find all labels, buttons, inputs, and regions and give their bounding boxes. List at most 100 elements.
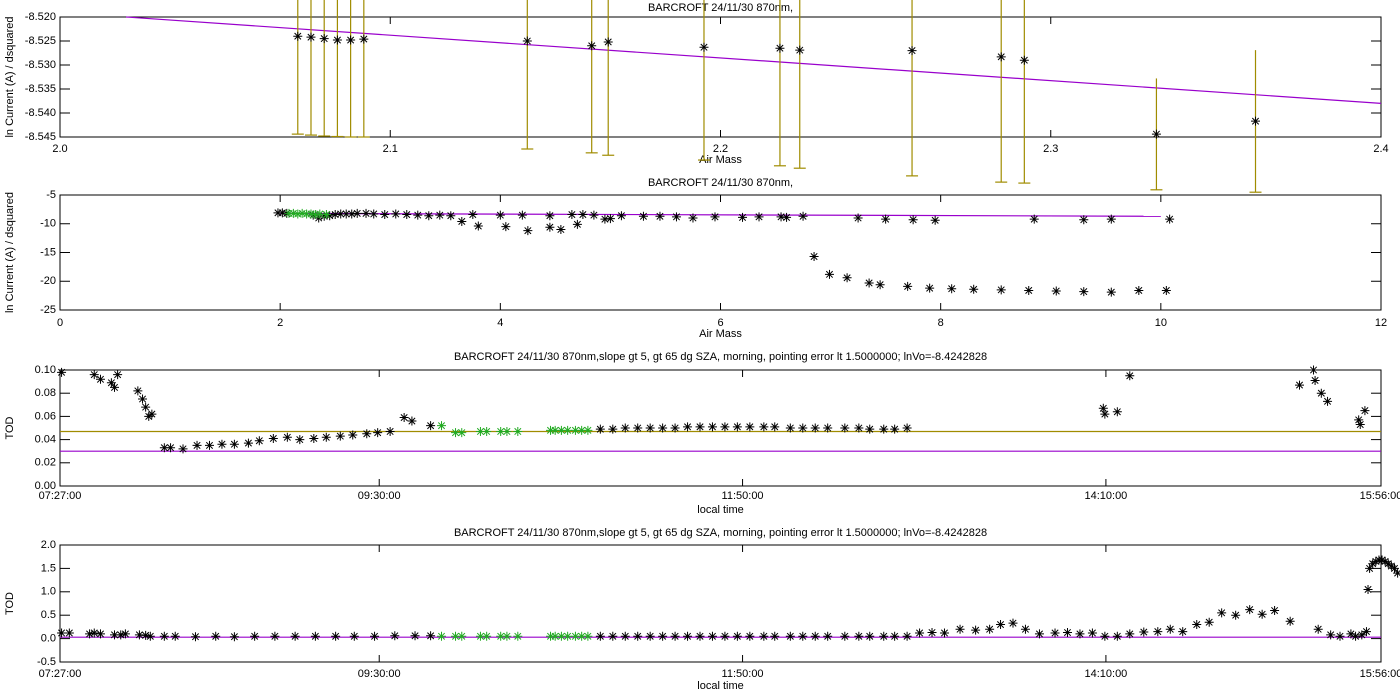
data-point xyxy=(451,631,461,641)
data-point xyxy=(854,631,864,641)
data-point xyxy=(595,424,605,434)
data-point xyxy=(229,632,239,642)
data-point xyxy=(385,426,395,436)
data-point xyxy=(881,214,891,224)
data-point xyxy=(502,631,512,641)
data-point xyxy=(1386,561,1396,571)
error-bar xyxy=(521,0,534,150)
data-point xyxy=(902,423,912,433)
y-tick-label: -8.520 xyxy=(25,11,56,23)
data-point xyxy=(295,435,305,445)
data-point xyxy=(147,409,157,419)
data-point xyxy=(546,631,556,641)
data-point xyxy=(437,421,447,431)
data-point xyxy=(1100,631,1110,641)
data-point xyxy=(113,370,123,380)
data-point xyxy=(785,423,795,433)
x-tick-label: 2.0 xyxy=(52,143,67,155)
data-point xyxy=(603,37,613,47)
data-point xyxy=(1257,609,1267,619)
data-point xyxy=(903,281,913,291)
data-point xyxy=(347,209,357,219)
error-bar xyxy=(344,0,357,138)
data-point xyxy=(1079,287,1089,297)
y-tick-label: 0.5 xyxy=(41,609,56,621)
data-point xyxy=(595,631,605,641)
data-point xyxy=(810,423,820,433)
data-point xyxy=(1112,407,1122,417)
data-point xyxy=(390,631,400,641)
fit-line xyxy=(126,16,1382,104)
chart-title: BARCROFT 24/11/30 870nm,slope gt 5, gt 6… xyxy=(454,527,987,539)
data-point xyxy=(907,46,917,56)
data-point xyxy=(468,210,478,220)
data-point xyxy=(133,386,143,396)
data-point xyxy=(1390,563,1399,573)
data-point xyxy=(996,285,1006,295)
x-tick-label: 2 xyxy=(277,317,283,329)
error-bar xyxy=(773,0,786,167)
x-tick-label: 15:56:00 xyxy=(1360,490,1400,502)
data-point xyxy=(95,374,105,384)
data-point xyxy=(810,631,820,641)
y-axis-title: ln Current (A) / dsquared xyxy=(4,16,16,137)
data-point xyxy=(1050,628,1060,638)
data-point xyxy=(1019,55,1029,65)
data-point xyxy=(1245,605,1255,615)
data-point xyxy=(645,423,655,433)
error-bar xyxy=(357,0,370,138)
error-bar xyxy=(1018,0,1031,184)
data-point xyxy=(563,631,573,641)
data-point xyxy=(745,422,755,432)
data-point xyxy=(321,432,331,442)
data-point xyxy=(985,624,995,634)
x-tick-label: 6 xyxy=(717,317,723,329)
data-point xyxy=(550,631,560,641)
data-point xyxy=(738,212,748,222)
x-axis-title: Air Mass xyxy=(699,328,742,340)
data-point xyxy=(106,378,116,388)
data-point xyxy=(824,269,834,279)
data-point xyxy=(798,631,808,641)
data-point xyxy=(134,630,144,640)
data-point xyxy=(110,382,120,392)
data-point xyxy=(545,222,555,232)
data-point xyxy=(670,631,680,641)
data-point xyxy=(1363,584,1373,594)
y-tick-label: -15 xyxy=(40,246,56,258)
data-point xyxy=(732,631,742,641)
y-tick-label: -8.525 xyxy=(25,35,56,47)
data-point xyxy=(57,367,67,377)
data-point xyxy=(671,212,681,222)
data-point xyxy=(1029,214,1039,224)
data-point xyxy=(424,211,434,221)
data-point xyxy=(310,210,320,220)
data-point xyxy=(192,440,202,450)
data-point xyxy=(683,422,693,432)
data-point xyxy=(426,421,436,431)
y-tick-label: 0.00 xyxy=(35,480,56,492)
data-point xyxy=(513,631,523,641)
y-tick-label: -10 xyxy=(40,218,56,230)
data-point xyxy=(120,629,130,639)
x-tick-label: 10 xyxy=(1155,317,1167,329)
x-axis-title: Air Mass xyxy=(699,154,742,166)
data-point xyxy=(589,210,599,220)
data-point xyxy=(605,214,615,224)
data-point xyxy=(1098,403,1108,413)
data-point xyxy=(314,213,324,223)
data-point xyxy=(1165,624,1175,634)
data-point xyxy=(556,225,566,234)
data-point xyxy=(683,631,693,641)
data-point xyxy=(930,215,940,225)
error-bar xyxy=(602,0,615,156)
chart-title: BARCROFT 24/11/30 870nm, xyxy=(648,2,793,14)
data-point xyxy=(545,211,555,221)
data-point xyxy=(144,411,154,421)
data-point xyxy=(707,422,717,432)
data-point xyxy=(1024,285,1034,295)
data-point xyxy=(473,221,483,231)
data-point xyxy=(517,210,527,220)
x-tick-label: 09:30:00 xyxy=(358,668,401,680)
x-tick-label: 2.1 xyxy=(383,143,398,155)
